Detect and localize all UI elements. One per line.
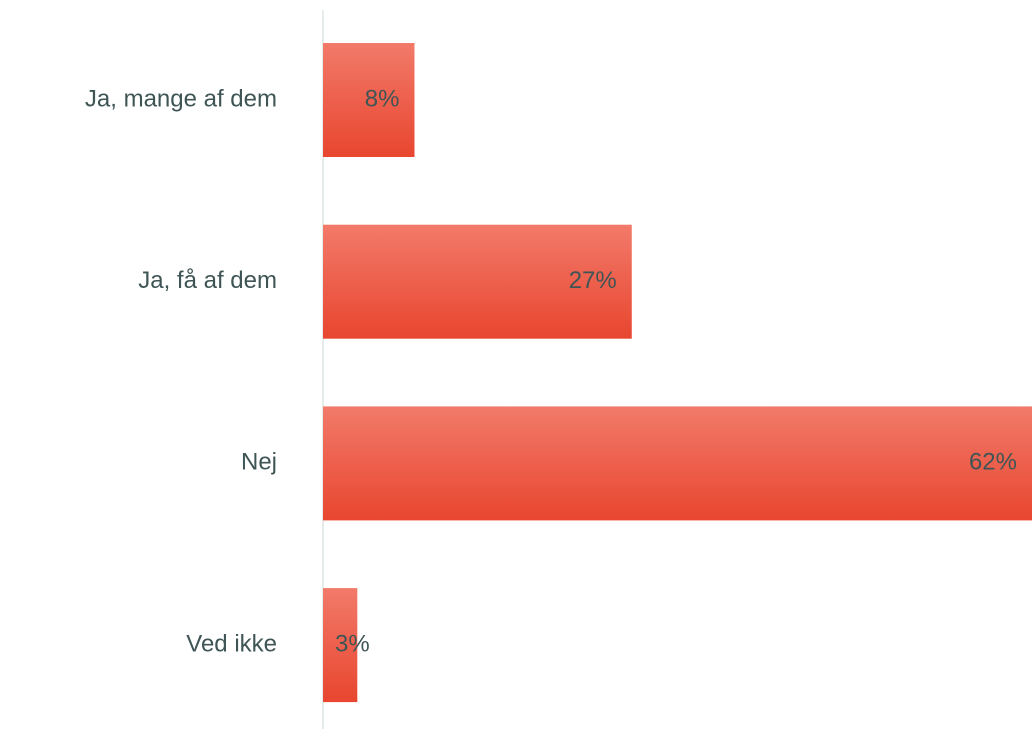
category-label: Ved ikke: [186, 630, 277, 657]
bar: [323, 43, 415, 157]
value-label: 62%: [969, 449, 1017, 476]
category-label: Ja, få af dem: [138, 267, 277, 294]
bar: [323, 588, 358, 703]
value-label: 8%: [365, 85, 400, 112]
category-label: Ja, mange af dem: [85, 85, 277, 112]
bar: [323, 224, 632, 339]
value-label: 27%: [569, 267, 617, 294]
category-label: Nej: [241, 449, 277, 476]
bar: [323, 406, 1032, 521]
value-label: 3%: [335, 630, 370, 657]
